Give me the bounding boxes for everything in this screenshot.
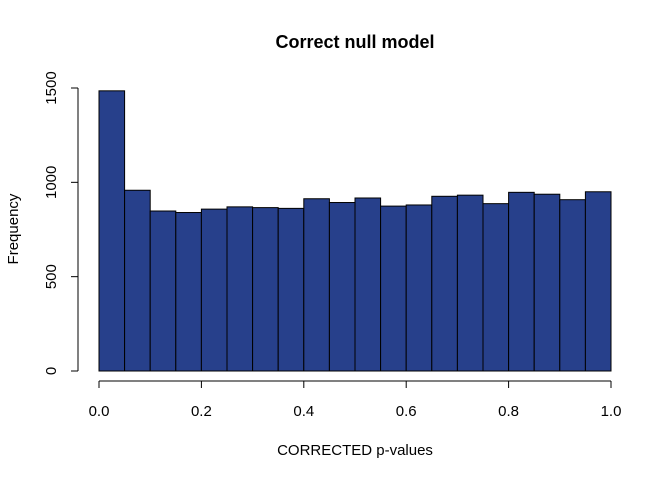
histogram-bar-17 bbox=[533, 193, 561, 372]
histogram-bar-9 bbox=[328, 202, 356, 372]
x-axis-label: CORRECTED p-values bbox=[277, 442, 433, 459]
y-tick-label-3: 1500 bbox=[43, 71, 60, 104]
histogram-bar-7 bbox=[277, 207, 305, 372]
histogram-bar-15 bbox=[482, 203, 510, 372]
x-tick-label-4: 0.8 bbox=[498, 403, 519, 420]
bars-group bbox=[98, 90, 612, 372]
x-tick-label-5: 1.0 bbox=[601, 403, 622, 420]
x-tick-label-2: 0.4 bbox=[293, 403, 314, 420]
x-axis: 0.0 0.2 0.4 0.6 0.8 1.0 bbox=[89, 380, 622, 420]
histogram-bar-0 bbox=[98, 90, 126, 372]
chart-title: Correct null model bbox=[275, 32, 434, 52]
histogram-bar-8 bbox=[303, 198, 330, 372]
x-tick-label-1: 0.2 bbox=[191, 403, 212, 420]
x-tick-label-3: 0.6 bbox=[396, 403, 417, 420]
histogram-bar-10 bbox=[354, 197, 382, 372]
y-tick-label-2: 1000 bbox=[43, 166, 60, 199]
histogram-bar-12 bbox=[405, 204, 433, 372]
histogram-bar-14 bbox=[456, 194, 484, 372]
y-axis-label: Frequency bbox=[5, 193, 22, 264]
histogram-bar-16 bbox=[508, 191, 535, 372]
histogram-bar-19 bbox=[584, 191, 612, 372]
histogram-bar-11 bbox=[380, 205, 407, 372]
histogram-bar-3 bbox=[175, 212, 202, 372]
y-tick-label-0: 0 bbox=[43, 367, 60, 375]
histogram-bar-5 bbox=[226, 206, 254, 372]
histogram-bar-2 bbox=[149, 210, 177, 372]
histogram-bar-1 bbox=[124, 189, 151, 372]
histogram-bar-6 bbox=[252, 207, 279, 372]
y-axis: 0 500 1000 1500 bbox=[43, 71, 79, 375]
histogram-bar-13 bbox=[431, 195, 458, 372]
histogram-bar-4 bbox=[200, 208, 228, 372]
histogram-bar-18 bbox=[559, 199, 586, 372]
x-tick-label-0: 0.0 bbox=[89, 403, 110, 420]
y-tick-label-1: 500 bbox=[43, 264, 60, 289]
